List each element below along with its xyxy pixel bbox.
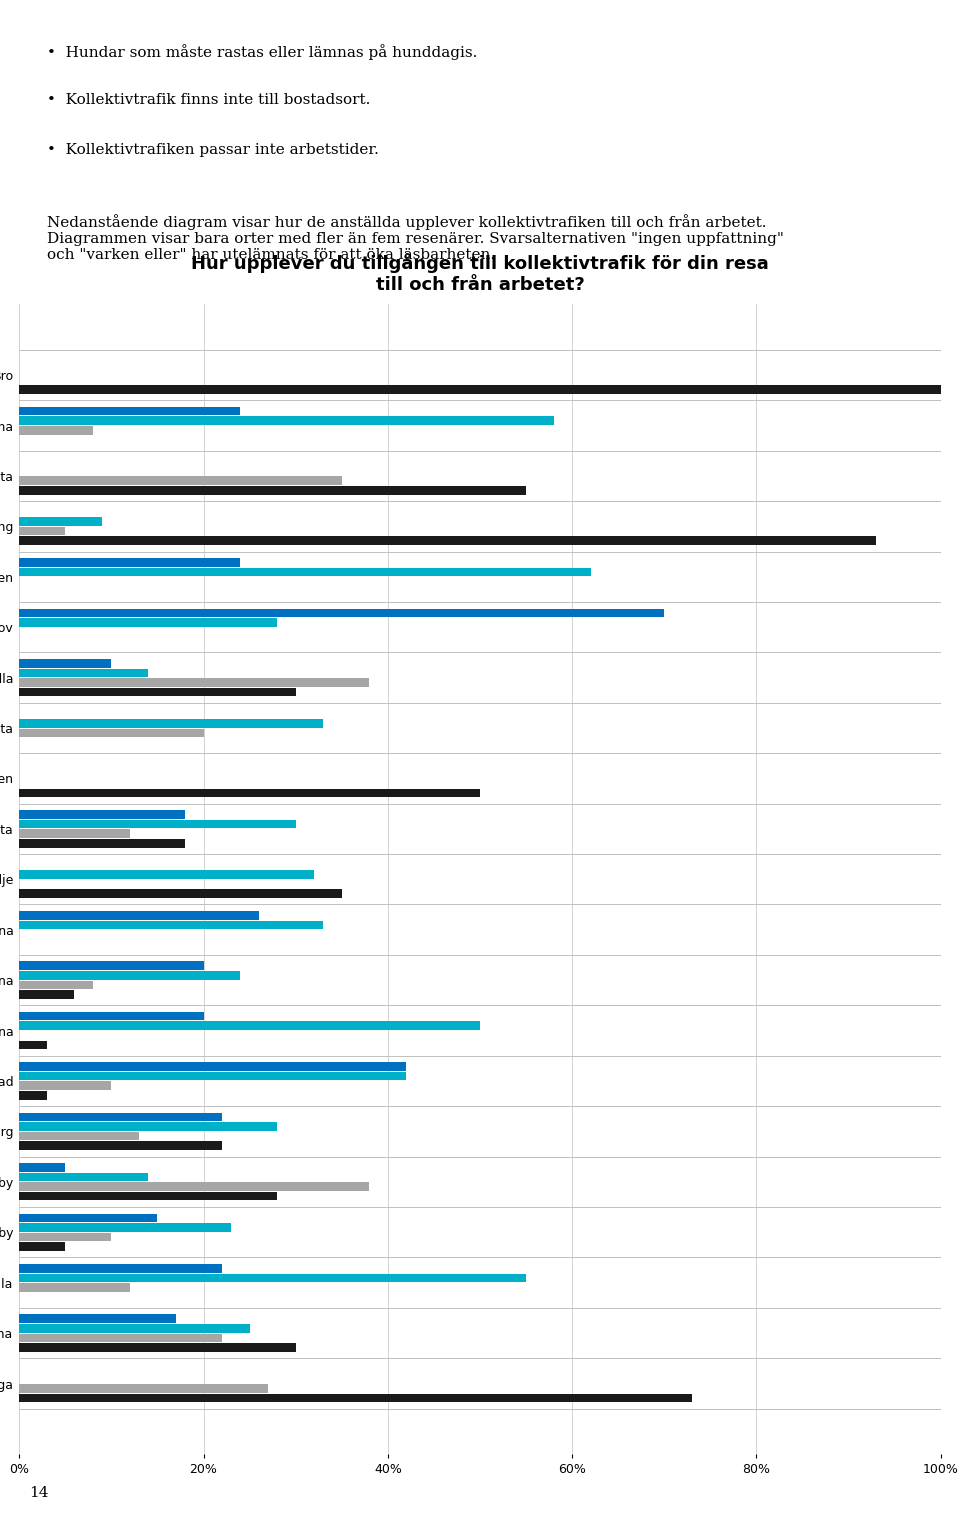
Bar — [19, 1223, 231, 1232]
Title: Hur upplever du tillgången till kollektivtrafik för din resa
till och från arbet: Hur upplever du tillgången till kollekti… — [191, 253, 769, 294]
Bar — [19, 486, 526, 494]
Bar — [19, 788, 480, 797]
Bar — [19, 1173, 148, 1182]
Bar — [19, 1164, 65, 1171]
Bar — [19, 720, 324, 727]
Bar — [19, 558, 240, 567]
Text: 14: 14 — [29, 1486, 48, 1500]
Bar — [19, 417, 554, 426]
Bar — [19, 1021, 480, 1030]
Bar — [19, 991, 75, 998]
Bar — [19, 1091, 47, 1100]
Bar — [19, 659, 111, 668]
Bar — [19, 1182, 370, 1191]
Bar — [19, 408, 240, 415]
Bar — [19, 962, 204, 970]
Bar — [19, 829, 130, 838]
Bar — [19, 1394, 692, 1401]
Bar — [19, 1315, 176, 1323]
Bar — [19, 1123, 277, 1130]
Bar — [19, 1132, 139, 1141]
Bar — [19, 1344, 296, 1351]
Bar — [19, 527, 65, 535]
Bar — [19, 1324, 250, 1333]
Bar — [19, 729, 204, 738]
Bar — [19, 971, 240, 980]
Bar — [19, 668, 148, 677]
Bar — [19, 1333, 222, 1342]
Bar — [19, 1233, 111, 1241]
Bar — [19, 1041, 47, 1050]
Bar — [19, 870, 314, 879]
Bar — [19, 889, 342, 898]
Bar — [19, 688, 296, 697]
Bar — [19, 1112, 222, 1121]
Bar — [19, 618, 277, 627]
Bar — [19, 426, 93, 435]
Text: Nedanstående diagram visar hur de anställda upplever kollektivtrafiken till och : Nedanstående diagram visar hur de anstäl… — [47, 214, 783, 262]
Text: •  Hundar som måste rastas eller lämnas på hunddagis.: • Hundar som måste rastas eller lämnas p… — [47, 44, 477, 61]
Bar — [19, 609, 664, 617]
Bar — [19, 476, 342, 485]
Bar — [19, 536, 876, 545]
Bar — [19, 1264, 222, 1273]
Bar — [19, 1082, 111, 1089]
Bar — [19, 679, 370, 686]
Bar — [19, 1192, 277, 1200]
Text: •  Kollektivtrafiken passar inte arbetstider.: • Kollektivtrafiken passar inte arbetsti… — [47, 142, 379, 156]
Bar — [19, 911, 259, 920]
Bar — [19, 1062, 406, 1071]
Bar — [19, 568, 590, 576]
Bar — [19, 1283, 130, 1292]
Bar — [19, 1141, 222, 1150]
Bar — [19, 1012, 204, 1021]
Bar — [19, 1274, 526, 1282]
Bar — [19, 980, 93, 989]
Bar — [19, 820, 296, 829]
Bar — [19, 1242, 65, 1251]
Bar — [19, 1385, 268, 1392]
Bar — [19, 1073, 406, 1080]
Bar — [19, 1214, 157, 1223]
Bar — [19, 811, 185, 818]
Bar — [19, 385, 941, 394]
Bar — [19, 839, 185, 847]
Bar — [19, 921, 324, 929]
Bar — [19, 517, 102, 526]
Text: •  Kollektivtrafik finns inte till bostadsort.: • Kollektivtrafik finns inte till bostad… — [47, 94, 371, 108]
